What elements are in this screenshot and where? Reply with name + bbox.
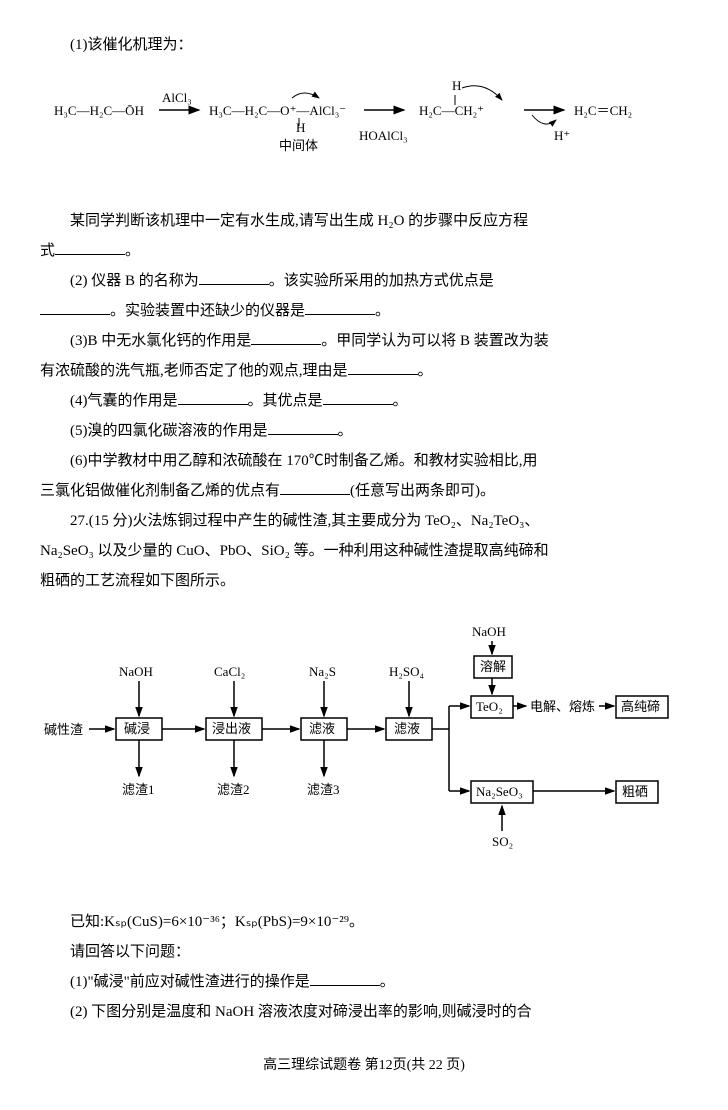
mech-r3-h: H <box>452 78 461 93</box>
answer-prompt: 请回答以下问题： <box>40 937 688 967</box>
period-sq1: 。 <box>380 974 395 990</box>
mech-cat: AlCl₃ <box>162 90 192 105</box>
mech-byproduct: HOAlCl₃ <box>359 128 408 143</box>
blank-q3a <box>251 329 321 345</box>
q5-body: (5)溴的四氯化碳溶液的作用是 。 <box>40 416 688 446</box>
flow-step2: 浸出液 <box>212 721 251 736</box>
q2-body: (2) 仪器 B 的名称为 。该实验所采用的加热方式优点是 <box>40 266 688 296</box>
sub-q2-text: (2) 下图分别是温度和 NaOH 溶液浓度对碲浸出率的影响,则碱浸时的合 <box>70 1004 532 1020</box>
mech-r4: H₂C＝CH₂ <box>574 103 632 118</box>
mech-r3: H₂C—CH₂⁺ <box>419 103 484 118</box>
flow-cacl2: CaCl₂ <box>214 664 245 679</box>
answer-prompt-text: 请回答以下问题： <box>70 944 190 960</box>
period-3: 。 <box>418 363 433 379</box>
q3-body: (3)B 中无水氯化钙的作用是 。甲同学认为可以将 B 装置改为装 <box>40 326 688 356</box>
q27-text3: 粗硒的工艺流程如下图所示。 <box>40 573 235 589</box>
flow-dissolve: 溶解 <box>480 659 506 674</box>
q3-body2: 有浓硫酸的洗气瓶,老师否定了他的观点,理由是 。 <box>40 356 688 386</box>
flow-na2seo3: Na₂SeO₃ <box>476 784 523 799</box>
q1-body: 某同学判断该机理中一定有水生成,请写出生成 H₂O 的步骤中反应方程 <box>40 206 688 236</box>
blank-q6 <box>280 479 350 495</box>
q27-body2: Na₂SeO₃ 以及少量的 CuO、PbO、SiO₂ 等。一种利用这种碱性渣提取… <box>40 536 688 566</box>
flow-na2s: Na₂S <box>309 664 336 679</box>
q27-text2: Na₂SeO₃ 以及少量的 CuO、PbO、SiO₂ 等。一种利用这种碱性渣提取… <box>40 543 549 559</box>
flow-product1: 高纯碲 <box>621 699 660 714</box>
flow-residue2: 滤渣2 <box>217 782 250 797</box>
blank-q3b <box>348 359 418 375</box>
q3-text3: 有浓硫酸的洗气瓶,老师否定了他的观点,理由是 <box>40 363 348 379</box>
blank-q4b <box>323 389 393 405</box>
mech-r1: H₃C—H₂C—ŌH <box>54 103 144 118</box>
flow-process1: 电解、熔炼 <box>530 699 595 714</box>
flow-teo2: TeO₂ <box>476 699 503 714</box>
flow-input: 碱性渣 <box>44 722 83 737</box>
q3-text2: 。甲同学认为可以将 B 装置改为装 <box>321 333 549 349</box>
q6-text1: (6)中学教材中用乙醇和浓硫酸在 170℃时制备乙烯。和教材实验相比,用 <box>70 453 538 469</box>
flow-residue3: 滤渣3 <box>307 782 340 797</box>
q2-text2: 。该实验所采用的加热方式优点是 <box>269 273 494 289</box>
flow-step3: 滤液 <box>309 721 335 736</box>
q6-body2: 三氯化铝做催化剂制备乙烯的优点有 (任意写出两条即可)。 <box>40 476 688 506</box>
q6-text3: (任意写出两条即可)。 <box>350 483 495 499</box>
q27-text1: 27.(15 分)火法炼铜过程中产生的碱性渣,其主要成分为 TeO₂、Na₂Te… <box>70 513 539 529</box>
flow-step4: 滤液 <box>394 721 420 736</box>
blank-q1 <box>55 239 125 255</box>
q5-text: (5)溴的四氯化碳溶液的作用是 <box>70 423 268 439</box>
blank-q2a <box>199 269 269 285</box>
sub-q2: (2) 下图分别是温度和 NaOH 溶液浓度对碲浸出率的影响,则碱浸时的合 <box>40 997 688 1027</box>
period-1: 。 <box>125 243 140 259</box>
mech-hplus: H⁺ <box>554 128 570 143</box>
known: 已知:Kₛₚ(CuS)=6×10⁻³⁶；Kₛₚ(PbS)=9×10⁻²⁹。 <box>70 914 364 930</box>
flow-residue1: 滤渣1 <box>122 782 155 797</box>
q1-label: (1)该催化机理为： <box>40 30 688 60</box>
blank-q4a <box>178 389 248 405</box>
flow-naoh1: NaOH <box>119 664 153 679</box>
q2-body2: 。实验装置中还缺少的仪器是 。 <box>40 296 688 326</box>
flow-h2so4: H₂SO₄ <box>389 664 425 679</box>
q27-body3: 粗硒的工艺流程如下图所示。 <box>40 566 688 596</box>
q2-text1: (2) 仪器 B 的名称为 <box>70 273 199 289</box>
q4-body: (4)气囊的作用是 。其优点是 。 <box>40 386 688 416</box>
sub-q1-text: (1)"碱浸"前应对碱性渣进行的操作是 <box>70 974 310 990</box>
blank-sub-q1 <box>310 970 380 986</box>
mech-intermediate: 中间体 <box>279 138 318 153</box>
q6-body: (6)中学教材中用乙醇和浓硫酸在 170℃时制备乙烯。和教材实验相比,用 <box>40 446 688 476</box>
q1-text1: 某同学判断该机理中一定有水生成,请写出生成 H₂O 的步骤中反应方程 <box>70 213 528 229</box>
q4-text1: (4)气囊的作用是 <box>70 393 178 409</box>
flow-naoh2: NaOH <box>472 624 506 639</box>
process-flowchart: NaOH CaCl₂ Na₂S H₂SO₄ NaOH 溶解 碱性渣 碱浸 浸出液… <box>40 616 688 887</box>
q1-label-text: (1)该催化机理为： <box>70 37 193 53</box>
sub-q1: (1)"碱浸"前应对碱性渣进行的操作是 。 <box>40 967 688 997</box>
mech-r2-sub: H <box>296 120 305 135</box>
mechanism-diagram: H₃C—H₂C—ŌH AlCl₃ H₃C—H₂C—O⁺—AlCl₃⁻ H 中间体… <box>40 70 688 191</box>
period-2: 。 <box>375 303 390 319</box>
page-footer: 高三理综试题卷 第12页(共 22 页) <box>40 1052 688 1080</box>
q1-text2: 式 <box>40 243 55 259</box>
period-5: 。 <box>338 423 353 439</box>
period-4: 。 <box>393 393 408 409</box>
mech-r2: H₃C—H₂C—O⁺—AlCl₃⁻ <box>209 103 346 118</box>
q2-text3: 。实验装置中还缺少的仪器是 <box>110 303 305 319</box>
flow-step1: 碱浸 <box>124 721 150 736</box>
q1-body2: 式。 <box>40 236 688 266</box>
q4-text2: 。其优点是 <box>248 393 323 409</box>
flow-product2: 粗硒 <box>622 784 648 799</box>
blank-q2b <box>40 299 110 315</box>
known-text: 已知:Kₛₚ(CuS)=6×10⁻³⁶；Kₛₚ(PbS)=9×10⁻²⁹。 <box>40 907 688 937</box>
blank-q2c <box>305 299 375 315</box>
flow-so2: SO₂ <box>492 834 513 849</box>
footer-text: 高三理综试题卷 第12页(共 22 页) <box>263 1058 465 1073</box>
q6-text2: 三氯化铝做催化剂制备乙烯的优点有 <box>40 483 280 499</box>
q3-text1: (3)B 中无水氯化钙的作用是 <box>70 333 251 349</box>
q27-body: 27.(15 分)火法炼铜过程中产生的碱性渣,其主要成分为 TeO₂、Na₂Te… <box>40 506 688 536</box>
blank-q5 <box>268 419 338 435</box>
